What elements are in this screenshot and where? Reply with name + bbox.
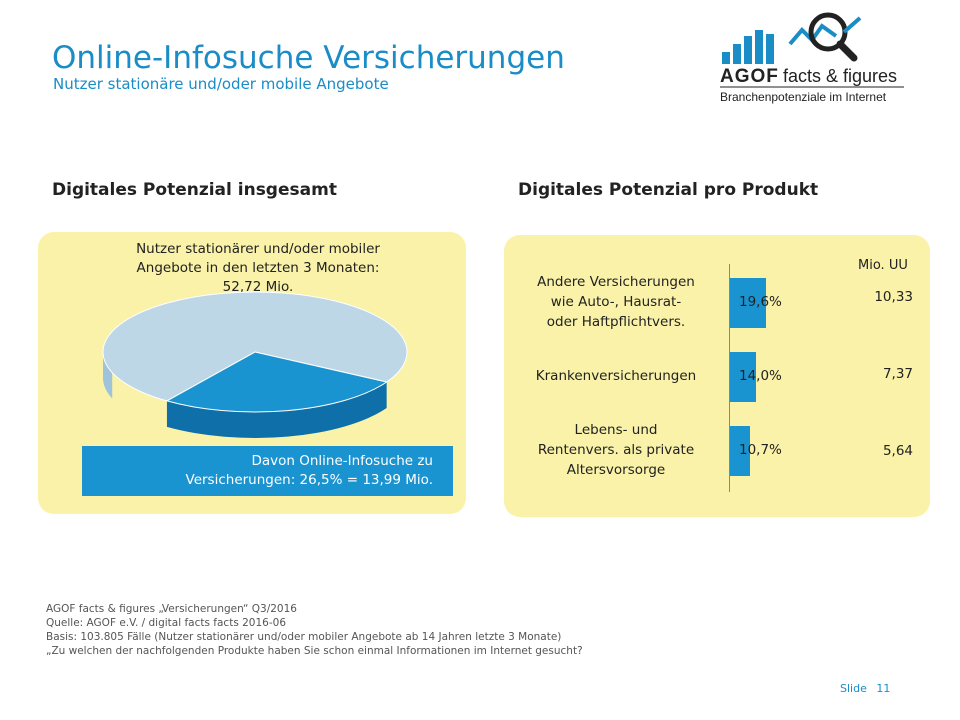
online-search-callout: Davon Online-Infosuche zu Versicherungen…	[82, 446, 453, 496]
bar-value-label: 14,0%	[739, 368, 782, 384]
logo-product: facts & figures	[783, 66, 898, 86]
agof-logo-graphic	[720, 12, 904, 88]
pie-slice-remainder	[102, 291, 408, 402]
mio-uu-value: 10,33	[874, 289, 913, 305]
pie-slice-online-search	[165, 351, 388, 413]
bar-value-label: 10,7%	[739, 442, 782, 458]
bar-category-line: Rentenvers. als private	[537, 442, 695, 458]
magnifier-trend-icon	[788, 12, 862, 62]
bar-chart-icon	[722, 30, 774, 64]
callout-line: Versicherungen: 26,5% = 13,99 Mio.	[185, 472, 433, 488]
slide-number: Slide 11	[840, 682, 890, 695]
bar-category-line: Andere Versicherungen	[537, 274, 695, 290]
callout-line: Davon Online-Infosuche zu	[251, 453, 433, 469]
logo-tagline: Branchenpotenziale im Internet	[720, 90, 887, 104]
logo-brand: AGOF	[720, 66, 779, 87]
footer-line: AGOF facts & figures „Versicherungen“ Q3…	[46, 603, 297, 615]
pie-caption-line: Angebote in den letzten 3 Monaten:	[136, 260, 380, 276]
bar-category-label: Krankenversicherungen	[512, 366, 720, 386]
slide-label: Slide	[840, 682, 867, 695]
pie-caption-line: 52,72 Mio.	[222, 279, 294, 295]
bar	[730, 352, 756, 402]
left-section-heading: Digitales Potenzial insgesamt	[52, 180, 337, 200]
mio-uu-value: 5,64	[882, 443, 913, 459]
right-panel	[504, 235, 930, 517]
pie-side-wall-highlight	[166, 382, 387, 438]
pie-caption-line: Nutzer stationärer und/oder mobiler	[136, 241, 380, 257]
bar-axis	[729, 264, 730, 492]
slide-number-value: 11	[876, 682, 891, 695]
pie-caption: Nutzer stationärer und/oder mobiler Ange…	[95, 240, 421, 297]
bar-category-label: Andere Versicherungen wie Auto-, Hausrat-…	[512, 272, 720, 332]
pie-chart	[102, 291, 408, 438]
bar	[730, 426, 750, 476]
footer-line: Basis: 103.805 Fälle (Nutzer stationärer…	[46, 631, 562, 643]
bar-category-label: Lebens- und Rentenvers. als private Alters…	[512, 420, 720, 480]
footer-notes: AGOF facts & figures „Versicherungen“ Q3…	[46, 602, 583, 658]
footer-line: Quelle: AGOF e.V. / digital facts facts …	[46, 617, 287, 629]
page-subtitle: Nutzer stationäre und/oder mobile Angebo…	[53, 75, 389, 93]
bar-category-line: Altersvorsorge	[566, 462, 666, 478]
bar-category-line: Krankenversicherungen	[535, 368, 697, 384]
bar-category-line: oder Haftpflichtvers.	[546, 314, 686, 330]
right-section-heading: Digitales Potenzial pro Produkt	[518, 180, 819, 200]
page-title: Online-Infosuche Versicherungen	[52, 40, 565, 76]
bar-value-label: 19,6%	[739, 294, 782, 310]
footer-line: „Zu welchen der nachfolgenden Produkte h…	[46, 645, 583, 657]
bar-category-line: wie Auto-, Hausrat-	[550, 294, 682, 310]
bar-category-line: Lebens- und	[574, 422, 658, 438]
bar	[730, 278, 766, 328]
mio-uu-value: 7,37	[882, 366, 913, 382]
pie-side-wall-remainder	[103, 352, 113, 399]
unit-header: Mio. UU	[858, 258, 908, 273]
